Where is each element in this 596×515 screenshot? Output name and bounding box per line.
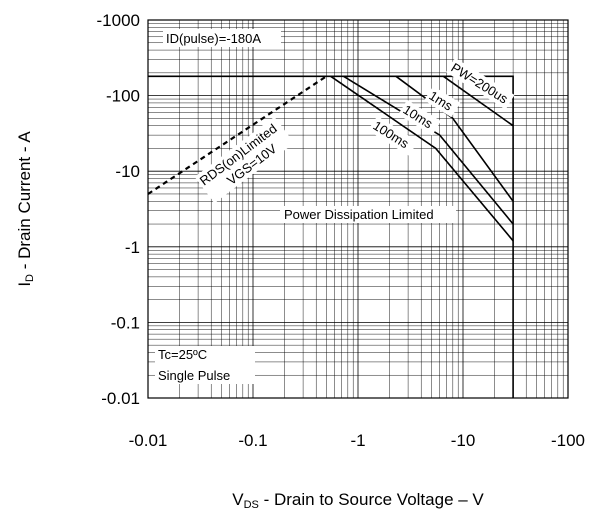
x-axis-title: VDS - Drain to Source Voltage – V	[232, 490, 484, 511]
x-tick-label: -100	[551, 431, 585, 450]
pw-200us-label: PW=200us	[448, 60, 511, 107]
x-tick-labels: -0.01 -0.1 -1 -10 -100	[129, 431, 585, 450]
y-tick-label: -10	[115, 162, 140, 181]
plot-frame	[147, 19, 569, 399]
x-tick-label: -0.1	[238, 431, 267, 450]
tc-25c-label: Tc=25ºC	[158, 347, 207, 362]
x-tick-label: -0.01	[129, 431, 168, 450]
power-dissipation-limited-label: Power Dissipation Limited	[284, 207, 434, 222]
y-tick-label: -0.1	[111, 313, 140, 332]
y-tick-label: -100	[106, 87, 140, 106]
soa-boundary-line-2	[442, 75, 514, 127]
x-tick-label: -1	[350, 431, 365, 450]
soa-boundary-line-3	[395, 75, 514, 202]
series-group	[147, 75, 514, 398]
soa-boundary-line-1	[148, 75, 514, 398]
soa-boundary-line-4	[343, 75, 514, 225]
y-axis-title: ID - Drain Current - A	[15, 131, 36, 287]
y-tick-label: -1	[125, 238, 140, 257]
single-pulse-label: Single Pulse	[158, 368, 230, 383]
soa-boundary-line-5	[330, 75, 514, 242]
y-tick-label: -1000	[97, 11, 140, 30]
y-tick-label: -0.01	[101, 389, 140, 408]
y-tick-labels: -0.01 -0.1 -1 -10 -100 -1000	[97, 11, 140, 408]
x-tick-label: -10	[451, 431, 476, 450]
id-pulse-label: ID(pulse)=-180A	[166, 31, 261, 46]
